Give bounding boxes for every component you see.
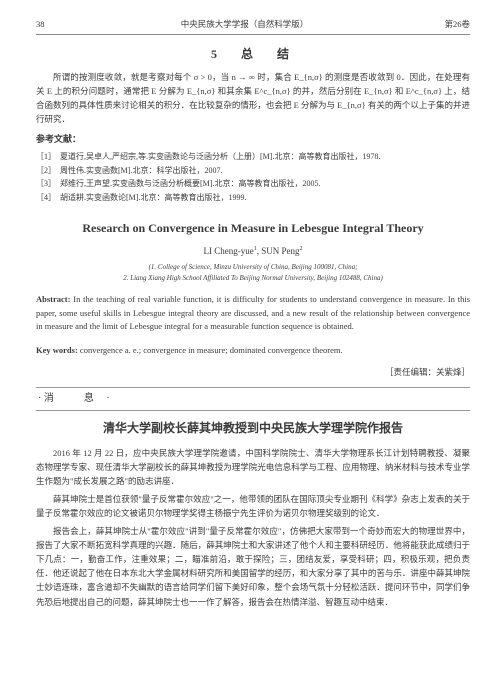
- affiliation-2: 2. Liang Xiang High School Affiliated To…: [36, 273, 470, 284]
- reference-item: ［4］ 胡适耕.实变函数论[M].北京：高等教育出版社，1999.: [36, 191, 470, 205]
- conclusion-paragraph: 所谓的按测度收敛，就是考察对每个 σ > 0，当 n → ∞ 时，集合 E_{n…: [36, 70, 470, 126]
- news-paragraph: 薛其坤院士是首位获领"量子反常霍尔效应"之一，他带领的团队在国际顶尖专业期刊《科…: [36, 492, 470, 520]
- abstract: Abstract: In the teaching of real variab…: [36, 293, 470, 334]
- section-title: 5 总 结: [36, 45, 470, 64]
- references-heading: 参考文献：: [36, 132, 470, 146]
- page: 38 中央民族大学学报（自然科学版） 第26卷 5 总 结 所谓的按测度收敛，就…: [0, 0, 502, 699]
- news-paragraph: 2016 年 12 月 22 日，应中央民族大学理学院邀请，中国科学院院士、清华…: [36, 446, 470, 488]
- keywords-text: convergence a. e.; convergence in measur…: [78, 345, 343, 355]
- news-bar-label: 消 息: [44, 393, 104, 404]
- author-text: LI Cheng-yue1, SUN Peng2: [204, 246, 303, 256]
- keywords-label: Key words:: [36, 345, 78, 355]
- page-header: 38 中央民族大学学报（自然科学版） 第26卷: [36, 18, 470, 35]
- news-title: 清华大学副校长薛其坤教授到中央民族大学理学院作报告: [36, 419, 470, 438]
- reference-item: ［3］ 郑维行,王声望.实变函数与泛函分析概要[M].北京：高等教育出版社，20…: [36, 177, 470, 191]
- editor-note: ［责任编辑：关紫烽］: [36, 366, 470, 380]
- english-title: Research on Convergence in Measure in Le…: [36, 219, 470, 238]
- abstract-label: Abstract:: [36, 294, 70, 304]
- journal-name: 中央民族大学学报（自然科学版）: [181, 18, 309, 32]
- volume: 第26卷: [444, 18, 470, 32]
- affiliation-1: (1. College of Science, Minzu University…: [36, 262, 470, 273]
- page-number: 38: [36, 18, 45, 32]
- english-authors: LI Cheng-yue1, SUN Peng2: [36, 244, 470, 258]
- abstract-text: In the teaching of real variable functio…: [36, 294, 470, 331]
- news-section-bar: 消 息: [36, 387, 470, 411]
- reference-item: ［2］ 周性伟.实变函数[M].北京：科学出版社，2007.: [36, 164, 470, 178]
- keywords: Key words: convergence a. e.; convergenc…: [36, 344, 470, 358]
- reference-item: ［1］ 夏道行,吴卓人,严绍宗,等.实变函数论与泛函分析（上册）[M].北京：高…: [36, 150, 470, 164]
- news-paragraph: 报告会上，薛其坤院士从"霍尔效应"讲到"量子反常霍尔效应"，仿佛把大家带到一个奇…: [36, 524, 470, 608]
